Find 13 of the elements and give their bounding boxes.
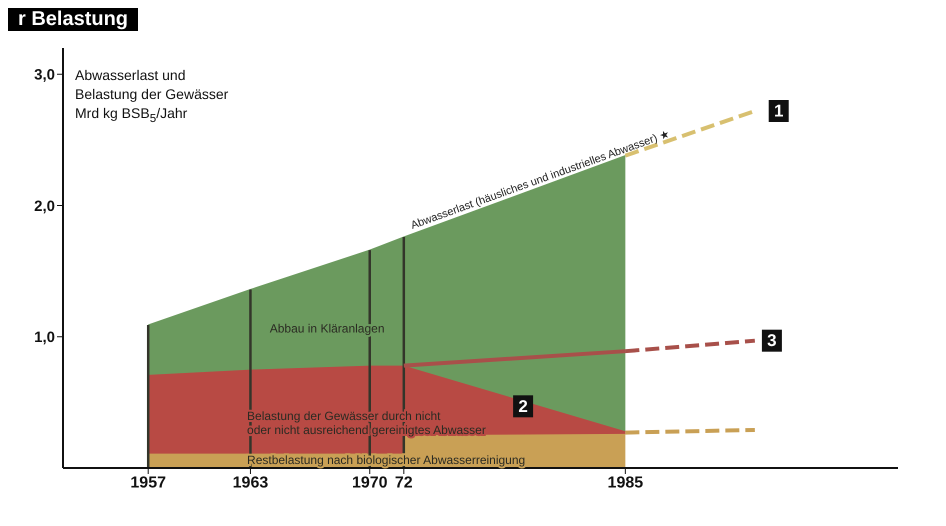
x-tick-label: 1985	[608, 474, 644, 492]
y-tick-label: 2,0	[34, 198, 55, 215]
annotation: 2	[518, 396, 528, 416]
y-tick-label: 1,0	[34, 329, 55, 346]
y-axis-title: Abwasserlast und Belastung der Gewässer Mrd kg BSB$_{5}$/Jahr	[75, 66, 228, 128]
x-tick-label: 1970	[352, 474, 388, 492]
x-tick-label: 1963	[232, 474, 268, 492]
chart-title: r Belastung	[8, 8, 138, 31]
x-tick-label: 72	[394, 474, 413, 492]
annotation: 1	[774, 101, 784, 120]
x-tick-label: 1957	[130, 474, 166, 492]
annotation: 3	[767, 331, 777, 350]
y-tick-label: 3,0	[34, 66, 55, 84]
